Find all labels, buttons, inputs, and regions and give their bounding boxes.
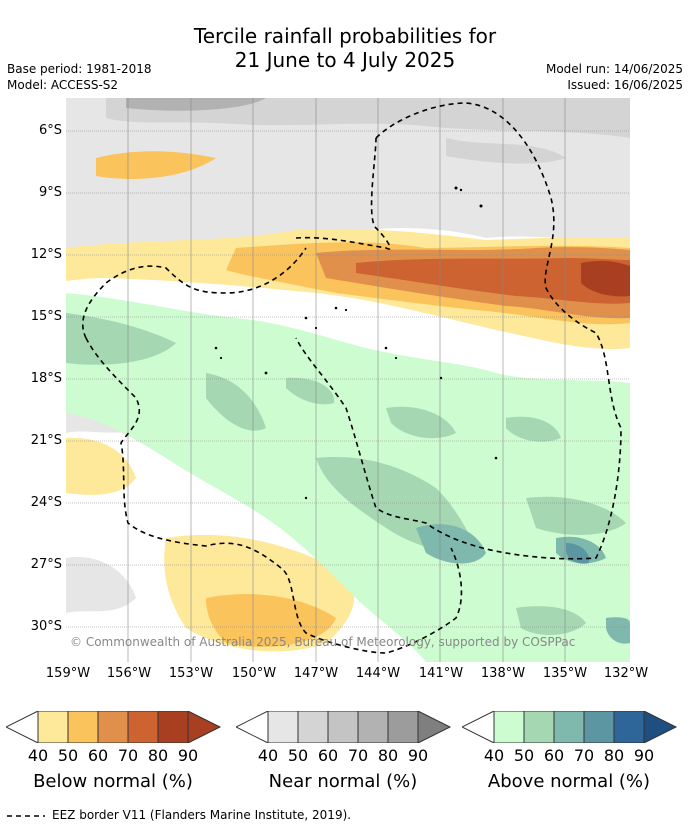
eez-legend-text: EEZ border V11 (Flanders Marine Institut… — [52, 808, 352, 822]
lat-label: 27°S — [30, 557, 62, 572]
near-normal-colorbar — [236, 711, 452, 743]
above-tick: 90 — [633, 746, 655, 765]
map-gridlines — [66, 98, 630, 662]
lon-label: 159°W — [45, 666, 91, 681]
lon-label: 144°W — [355, 666, 401, 681]
lat-label: 21°S — [30, 433, 62, 448]
lat-label: 12°S — [30, 247, 62, 262]
above-normal-region — [66, 293, 630, 662]
below-tick: 80 — [147, 746, 169, 765]
base-period-label: Base period: 1981-2018 — [7, 62, 152, 76]
lon-label: 150°W — [231, 666, 277, 681]
below-tick: 60 — [87, 746, 109, 765]
model-run-label: Model run: 14/06/2025 — [545, 62, 683, 76]
below-tick: 70 — [117, 746, 139, 765]
near-tick: 80 — [377, 746, 399, 765]
near-tick: 90 — [407, 746, 429, 765]
near-tick: 60 — [317, 746, 339, 765]
above-normal-colorbar — [462, 711, 678, 743]
lon-label: 153°W — [168, 666, 214, 681]
below-tick: 50 — [57, 746, 79, 765]
rainfall-map: © Commonwealth of Australia 2025, Bureau… — [66, 98, 630, 662]
lat-label: 6°S — [38, 123, 62, 138]
islands — [214, 186, 498, 500]
map-title-line2: 21 June to 4 July 2025 — [234, 48, 456, 72]
eez-legend-line — [7, 815, 45, 817]
issued-label: Issued: 16/06/2025 — [567, 78, 683, 92]
lon-label: 135°W — [542, 666, 588, 681]
lon-label: 156°W — [106, 666, 152, 681]
below-tick: 90 — [177, 746, 199, 765]
lat-label: 24°S — [30, 495, 62, 510]
near-tick: 70 — [347, 746, 369, 765]
map-title-line1: Tercile rainfall probabilities for — [193, 24, 497, 48]
below-tick: 40 — [27, 746, 49, 765]
above-tick: 40 — [483, 746, 505, 765]
lat-label: 9°S — [38, 185, 62, 200]
near-normal-title: Near normal (%) — [268, 771, 418, 792]
below-normal-title: Below normal (%) — [33, 771, 193, 792]
lon-label: 147°W — [293, 666, 339, 681]
above-tick: 70 — [573, 746, 595, 765]
lon-label: 132°W — [603, 666, 649, 681]
near-tick: 50 — [287, 746, 309, 765]
below-normal-region — [66, 151, 630, 652]
lat-label: 15°S — [30, 309, 62, 324]
above-tick: 80 — [603, 746, 625, 765]
near-tick: 40 — [257, 746, 279, 765]
lat-label: 18°S — [30, 371, 62, 386]
below-normal-colorbar — [6, 711, 222, 743]
above-tick: 50 — [513, 746, 535, 765]
eez-borders — [81, 102, 622, 654]
copyright-text: © Commonwealth of Australia 2025, Bureau… — [70, 635, 575, 649]
lon-label: 138°W — [480, 666, 526, 681]
above-tick: 60 — [543, 746, 565, 765]
lon-label: 141°W — [418, 666, 464, 681]
model-label: Model: ACCESS-S2 — [7, 78, 119, 92]
above-normal-title: Above normal (%) — [487, 771, 651, 792]
lat-label: 30°S — [30, 619, 62, 634]
